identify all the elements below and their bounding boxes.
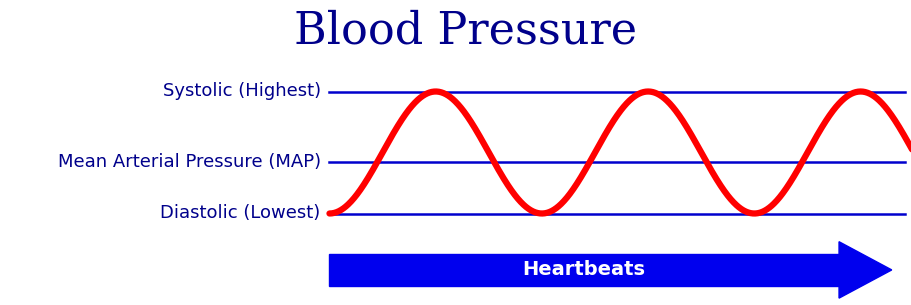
Polygon shape <box>838 242 891 298</box>
Text: Systolic (Highest): Systolic (Highest) <box>162 82 321 101</box>
Text: Mean Arterial Pressure (MAP): Mean Arterial Pressure (MAP) <box>57 152 321 171</box>
Text: Diastolic (Lowest): Diastolic (Lowest) <box>160 204 321 223</box>
Text: Blood Pressure: Blood Pressure <box>293 9 637 52</box>
Text: Heartbeats: Heartbeats <box>522 260 645 279</box>
Bar <box>329 254 838 286</box>
